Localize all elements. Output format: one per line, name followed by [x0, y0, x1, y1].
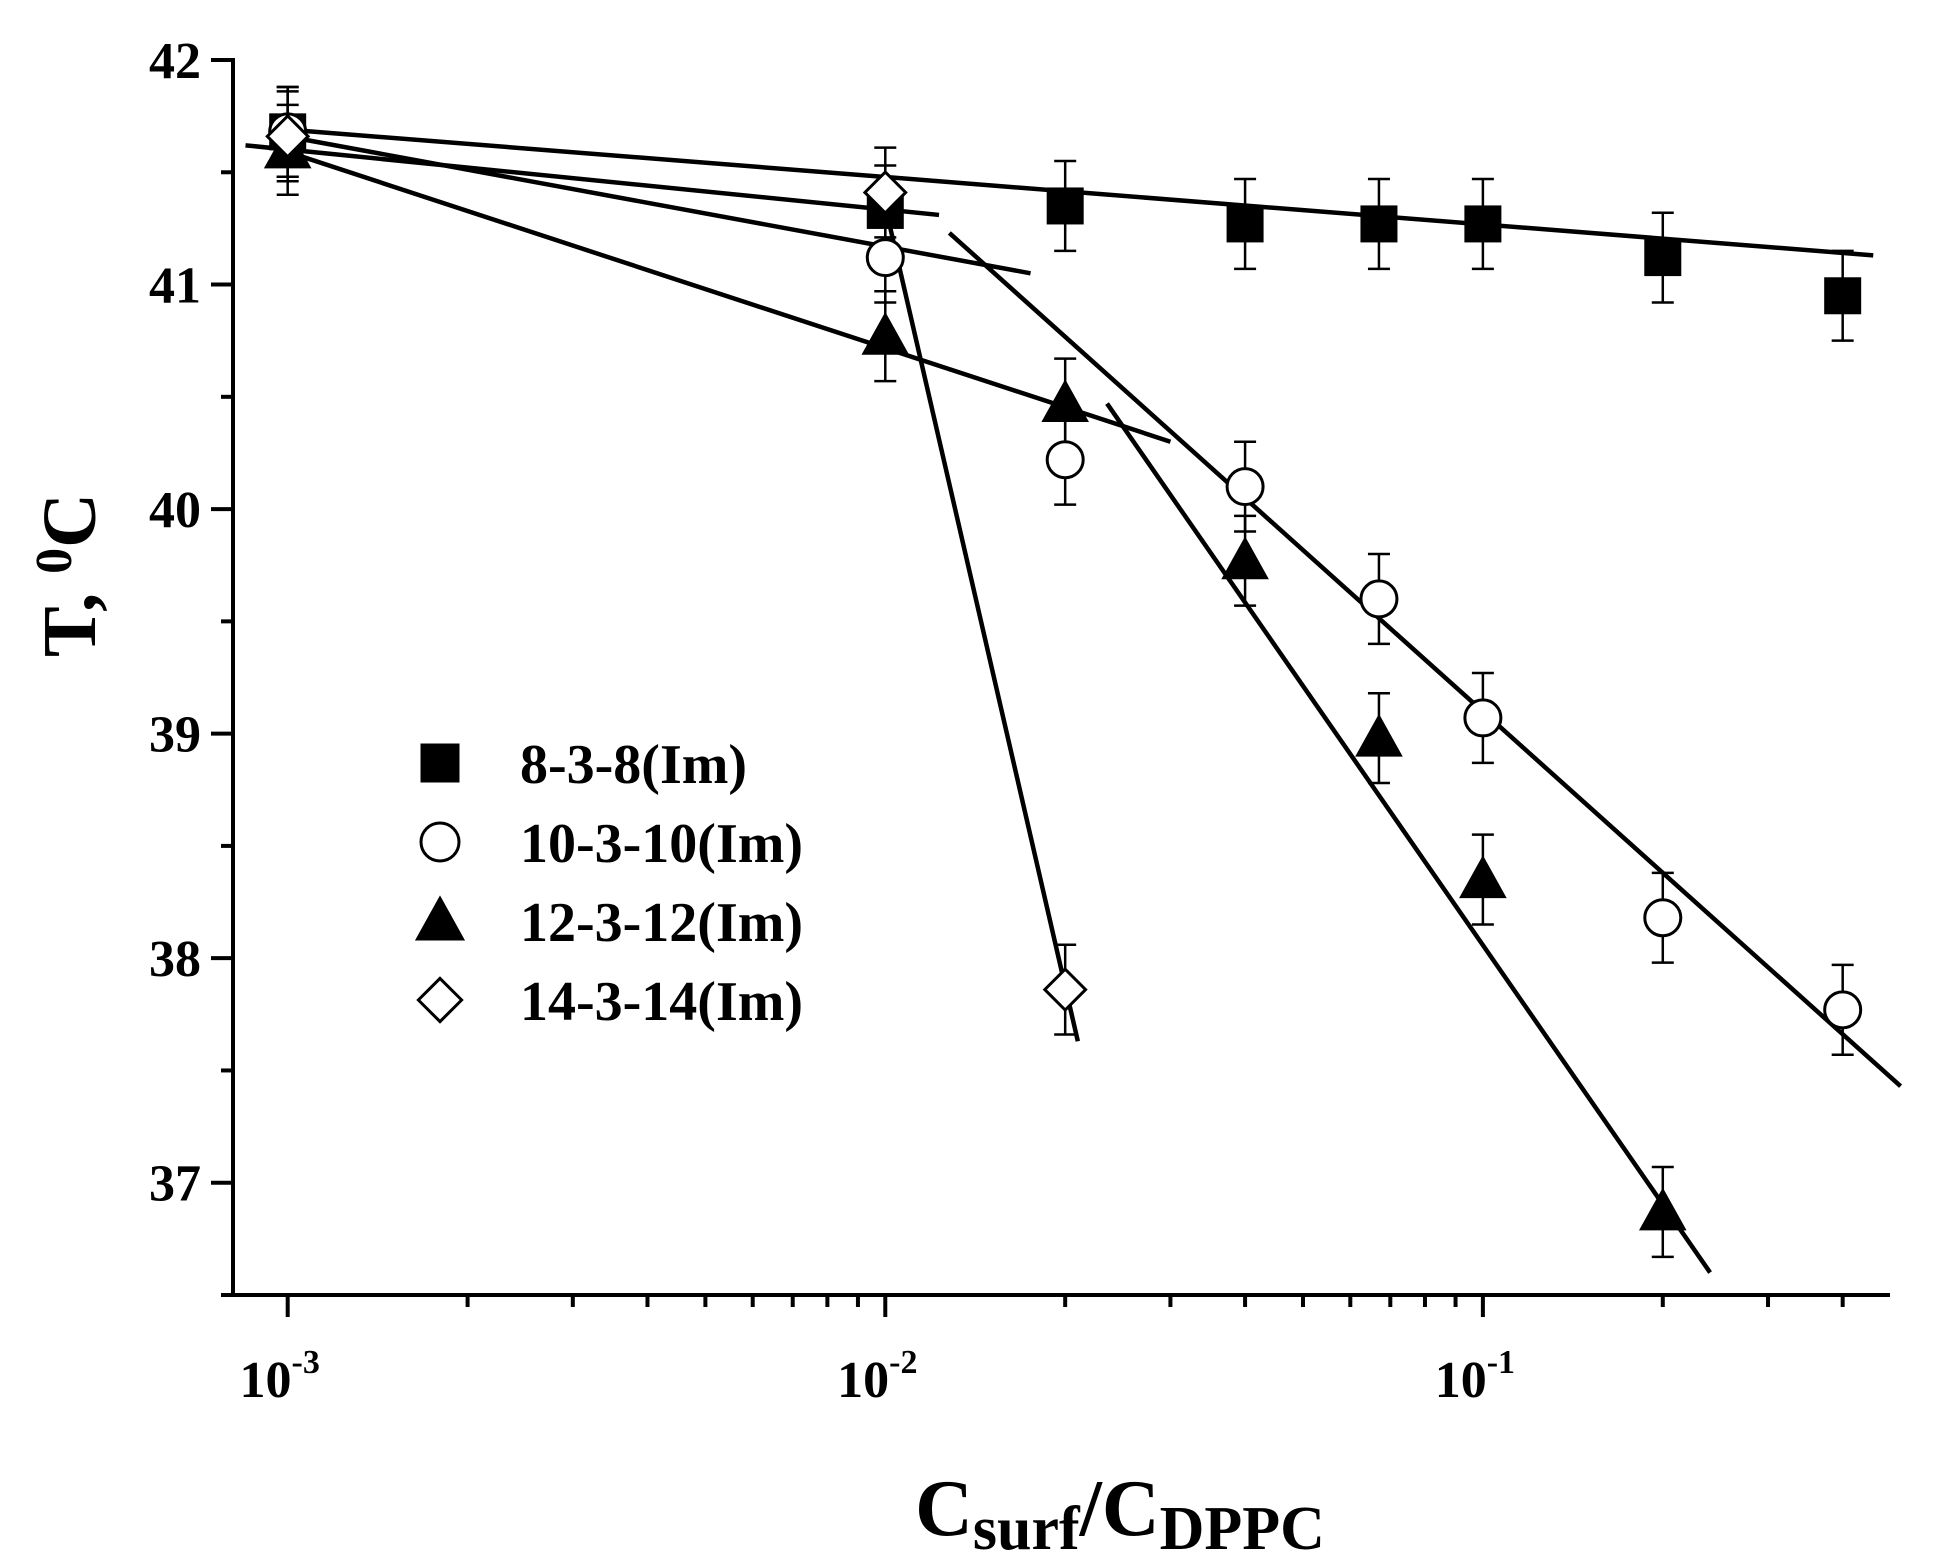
x-axis-title-slash: /C: [1079, 1465, 1160, 1553]
diamond-marker: [862, 169, 908, 216]
fit-lines-layer: [245, 127, 1903, 1274]
triangle-marker: [1638, 1187, 1687, 1231]
y-axis-title-main: T,: [28, 574, 112, 657]
fit-line: [877, 182, 1081, 1042]
x-tick-label: 10-3: [240, 1344, 320, 1409]
x-tick-base: 10: [1435, 1352, 1487, 1409]
fit-line: [245, 143, 940, 218]
y-axis-title-sup: 0: [26, 548, 83, 574]
circle-marker: [1463, 698, 1503, 738]
legend-label: 12-3-12(Im): [520, 892, 803, 954]
circle-marker: [419, 821, 461, 863]
circle-marker: [1045, 440, 1085, 480]
x-tick-exponent: -3: [292, 1344, 320, 1381]
legend-label: 14-3-14(Im): [520, 971, 803, 1033]
fit-line: [1105, 402, 1712, 1274]
x-tick-exponent: -1: [1487, 1344, 1515, 1381]
y-axis-title: T, 0C: [26, 493, 112, 657]
diamond-marker: [1042, 967, 1088, 1013]
fit-line: [947, 231, 1903, 1088]
square-marker: [420, 743, 460, 783]
diamond-marker: [265, 113, 311, 159]
triangle-marker: [1459, 855, 1507, 899]
x-tick-base: 10: [240, 1352, 292, 1409]
y-tick-label: 37: [149, 1156, 201, 1213]
triangle-marker: [1041, 379, 1089, 423]
fit-line: [273, 145, 1172, 444]
y-tick-label: 42: [149, 33, 201, 90]
y-tick-label: 38: [149, 931, 201, 988]
x-tick-exponent: -2: [889, 1344, 917, 1381]
circle-marker: [865, 238, 905, 278]
square-marker: [1226, 205, 1264, 243]
x-tick-label: 10-2: [837, 1344, 917, 1409]
y-tick-label: 39: [149, 707, 201, 764]
x-axis-title-sub2: DPPC: [1160, 1495, 1325, 1562]
circle-marker: [1225, 467, 1265, 507]
triangle-marker: [1221, 536, 1269, 580]
legend-label: 8-3-8(Im): [520, 734, 747, 796]
x-tick-base: 10: [837, 1352, 889, 1409]
x-axis-title-sub1: surf: [973, 1495, 1081, 1562]
y-axis-title-unit: C: [28, 493, 112, 548]
triangle-marker: [1355, 713, 1403, 757]
x-axis-title: Csurf/CDPPC: [915, 1465, 1325, 1562]
triangle-marker: [861, 311, 910, 355]
circle-marker: [1359, 579, 1399, 619]
diamond-marker: [416, 976, 464, 1024]
square-marker: [1046, 187, 1084, 225]
error-bars-layer: [276, 85, 1854, 1259]
x-axis-title-main: C: [915, 1465, 973, 1553]
legend: 8-3-8(Im) 10-3-10(Im) 12-3-12(Im) 14-3-14(I…: [414, 734, 803, 1033]
x-tick-label: 10-1: [1435, 1344, 1515, 1409]
legend-label: 10-3-10(Im): [520, 813, 803, 875]
square-marker: [1824, 277, 1862, 315]
y-tick-label: 41: [149, 258, 201, 315]
y-tick-label: 40: [149, 482, 201, 539]
fit-line: [273, 131, 1031, 276]
square-marker: [1360, 205, 1398, 243]
square-marker: [1464, 205, 1502, 243]
circle-marker: [1643, 898, 1683, 938]
square-marker: [1644, 239, 1682, 277]
circle-marker: [1823, 990, 1863, 1030]
triangle-marker: [414, 895, 466, 941]
data-points-layer: [263, 112, 1863, 1231]
